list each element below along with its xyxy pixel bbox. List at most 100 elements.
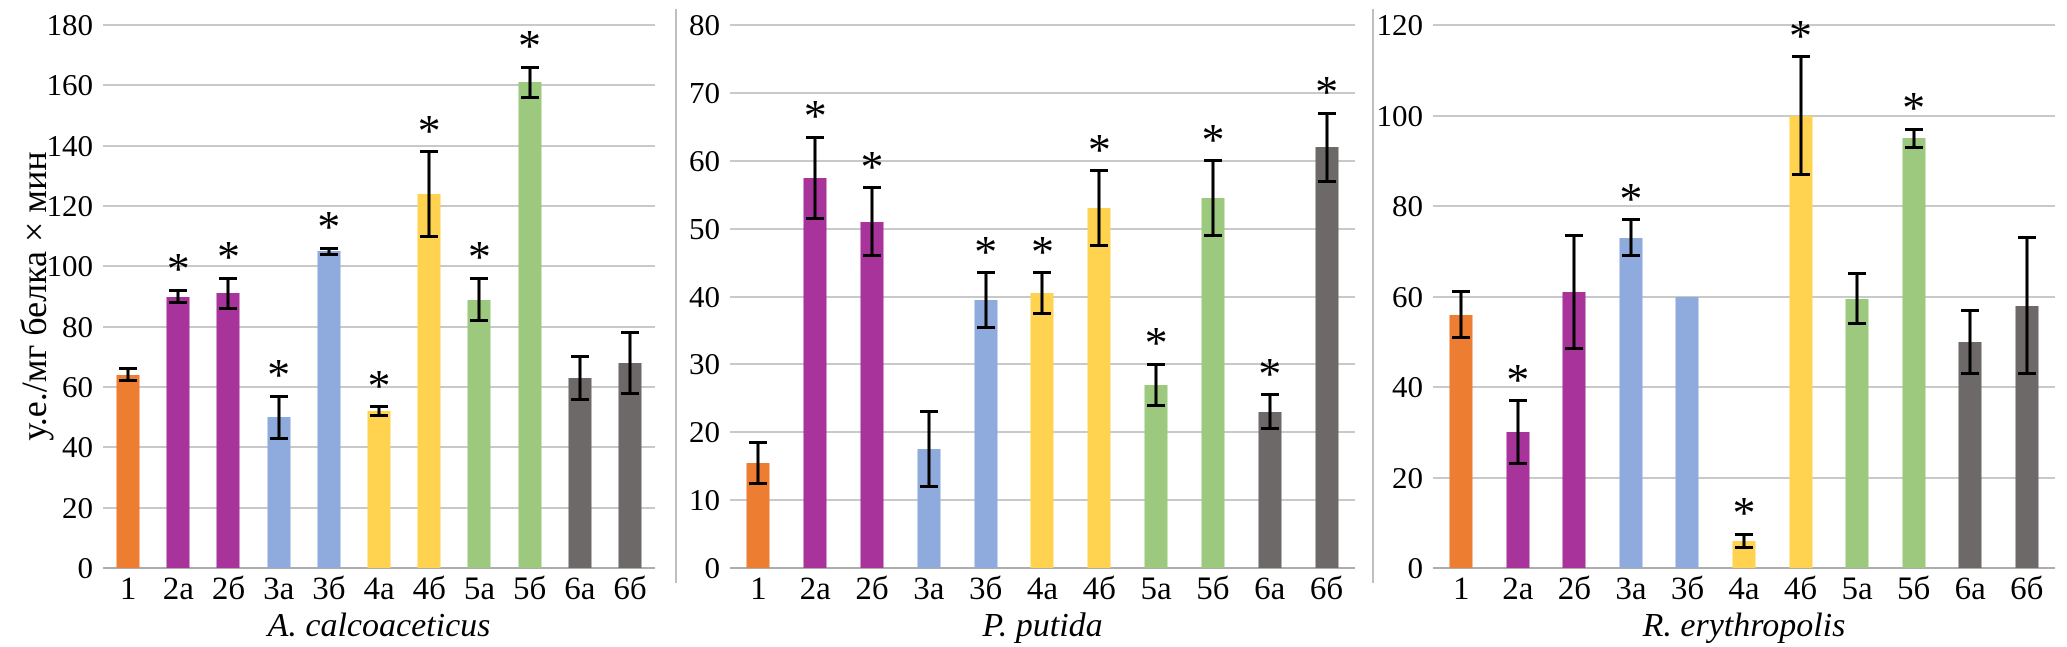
x-category-label: 2б (211, 571, 246, 607)
error-bar-cap-top (420, 150, 439, 154)
bar-slot (900, 25, 957, 568)
x-axis-labels: 1 2а 2б 3а 3б 4а 4б 5а 5б 6а 6б (1433, 571, 2055, 607)
data-bar-2а (166, 296, 190, 568)
y-tick-label: 10 (689, 482, 720, 518)
x-category-label: 1 (750, 571, 767, 607)
error-bar-cap-top (919, 410, 938, 414)
data-bar-2б (1562, 291, 1586, 568)
error-bar-line (813, 137, 817, 219)
bar-slot (103, 25, 153, 568)
x-category-label: 4б (1082, 571, 1116, 607)
significance-asterisk: * (166, 243, 190, 295)
gridline (730, 91, 1355, 94)
error-bar-line (327, 248, 331, 255)
bar-slot (1659, 25, 1716, 568)
error-bar-line (578, 356, 582, 400)
y-tick-label: 50 (689, 210, 720, 246)
error-bar-line (1097, 170, 1101, 246)
plot-area: 0 10 20 30 40 50 60 70 80 * * * * * * * * * (689, 8, 1355, 585)
gridline (103, 84, 655, 87)
x-category-label: 6б (2010, 571, 2044, 607)
error-bar-cap-bottom (1508, 462, 1527, 466)
error-bar-cap-top (620, 331, 639, 335)
x-axis-labels: 1 2а 2б 3а 3б 4а 4б 5а 5б 6а 6б (730, 571, 1355, 607)
bar-slot: * (1603, 25, 1660, 568)
significance-asterisk: * (1144, 317, 1168, 369)
error-bar-cap-top (1734, 532, 1753, 536)
y-tick-label: 40 (1392, 369, 1423, 404)
error-bar-cap-top (269, 394, 288, 398)
bar-slot: * (1716, 25, 1773, 568)
data-bar-5а (1845, 298, 1869, 568)
y-tick-label: 60 (1392, 278, 1423, 314)
bar-slot: * (1885, 25, 1942, 568)
significance-asterisk: * (417, 104, 441, 156)
bar-slot: * (957, 25, 1014, 568)
error-bar-cap-bottom (520, 95, 539, 99)
x-axis-labels: 1 2а 2б 3а 3б 4а 4б 5а 5б 6а 6б (103, 571, 655, 607)
y-tick-label: 40 (62, 429, 93, 465)
error-bar-line (1572, 235, 1576, 349)
plot-area: 0 20 40 60 80 100 120 * * * * * (1377, 8, 2055, 585)
bar-slot (1433, 25, 1490, 568)
x-category-label: 3а (263, 571, 295, 607)
data-bar-2б (216, 293, 240, 568)
error-bar-cap-top (1033, 271, 1052, 275)
x-category-label: 3б (969, 571, 1003, 607)
data-bar-5а (1144, 384, 1168, 568)
error-bar-line (1855, 273, 1859, 324)
x-category-label: 5а (463, 571, 495, 607)
data-bar-6б (618, 362, 642, 568)
error-bar-cap-top (863, 186, 882, 190)
bar-slot: * (1241, 25, 1298, 568)
significance-asterisk: * (860, 140, 884, 192)
bar-slot (555, 25, 605, 568)
x-category-label: 3а (1615, 571, 1647, 607)
error-bar-cap-top (169, 288, 188, 292)
x-category-label: 3б (312, 571, 346, 607)
x-axis-line (1433, 567, 2055, 569)
error-bar-cap-bottom (1848, 322, 1867, 326)
error-bar-cap-bottom (570, 397, 589, 401)
bar-slot (605, 25, 655, 568)
data-bar-6а (1258, 411, 1282, 568)
error-bar-cap-top (1848, 272, 1867, 276)
gridline (730, 227, 1355, 230)
panel-separator-line (675, 9, 677, 583)
y-tick-label: 40 (689, 278, 720, 314)
error-bar-line (2025, 237, 2029, 374)
error-bar-line (1154, 364, 1158, 406)
error-bar-cap-bottom (2017, 371, 2036, 375)
significance-asterisk: * (1902, 82, 1926, 134)
x-category-label: 6а (1954, 571, 1986, 607)
bar-slot: * (354, 25, 404, 568)
error-bar-line (176, 290, 180, 303)
x-category-label: 2б (1557, 571, 1592, 607)
chart-title: A. calcoaceticus (267, 607, 491, 644)
error-bar-cap-top (1260, 393, 1279, 397)
x-category-label: 3а (913, 571, 945, 607)
bar-slot (1998, 25, 2055, 568)
error-bar-cap-bottom (1260, 427, 1279, 431)
gridline (1433, 24, 2055, 26)
significance-asterisk: * (1506, 353, 1530, 405)
y-tick-label: 180 (46, 7, 94, 42)
error-bar-cap-top (1621, 218, 1640, 222)
gridline (103, 205, 655, 207)
error-bar-cap-top (219, 276, 238, 280)
error-bar-line (1211, 160, 1215, 236)
bar-slot: * (153, 25, 203, 568)
x-category-label: 4а (363, 571, 395, 607)
y-tick-label: 80 (62, 308, 93, 344)
x-category-label: 4б (1783, 571, 1818, 607)
bar-slot: * (1772, 12, 1829, 568)
x-category-label: 1 (119, 571, 137, 607)
significance-asterisk: * (974, 225, 998, 277)
error-bar-line (1742, 534, 1746, 548)
gridline (730, 159, 1355, 162)
bar-slot: * (404, 25, 454, 568)
x-category-label: 5а (1140, 571, 1172, 607)
error-bar-cap-bottom (219, 307, 238, 311)
y-tick-label: 120 (46, 188, 94, 223)
